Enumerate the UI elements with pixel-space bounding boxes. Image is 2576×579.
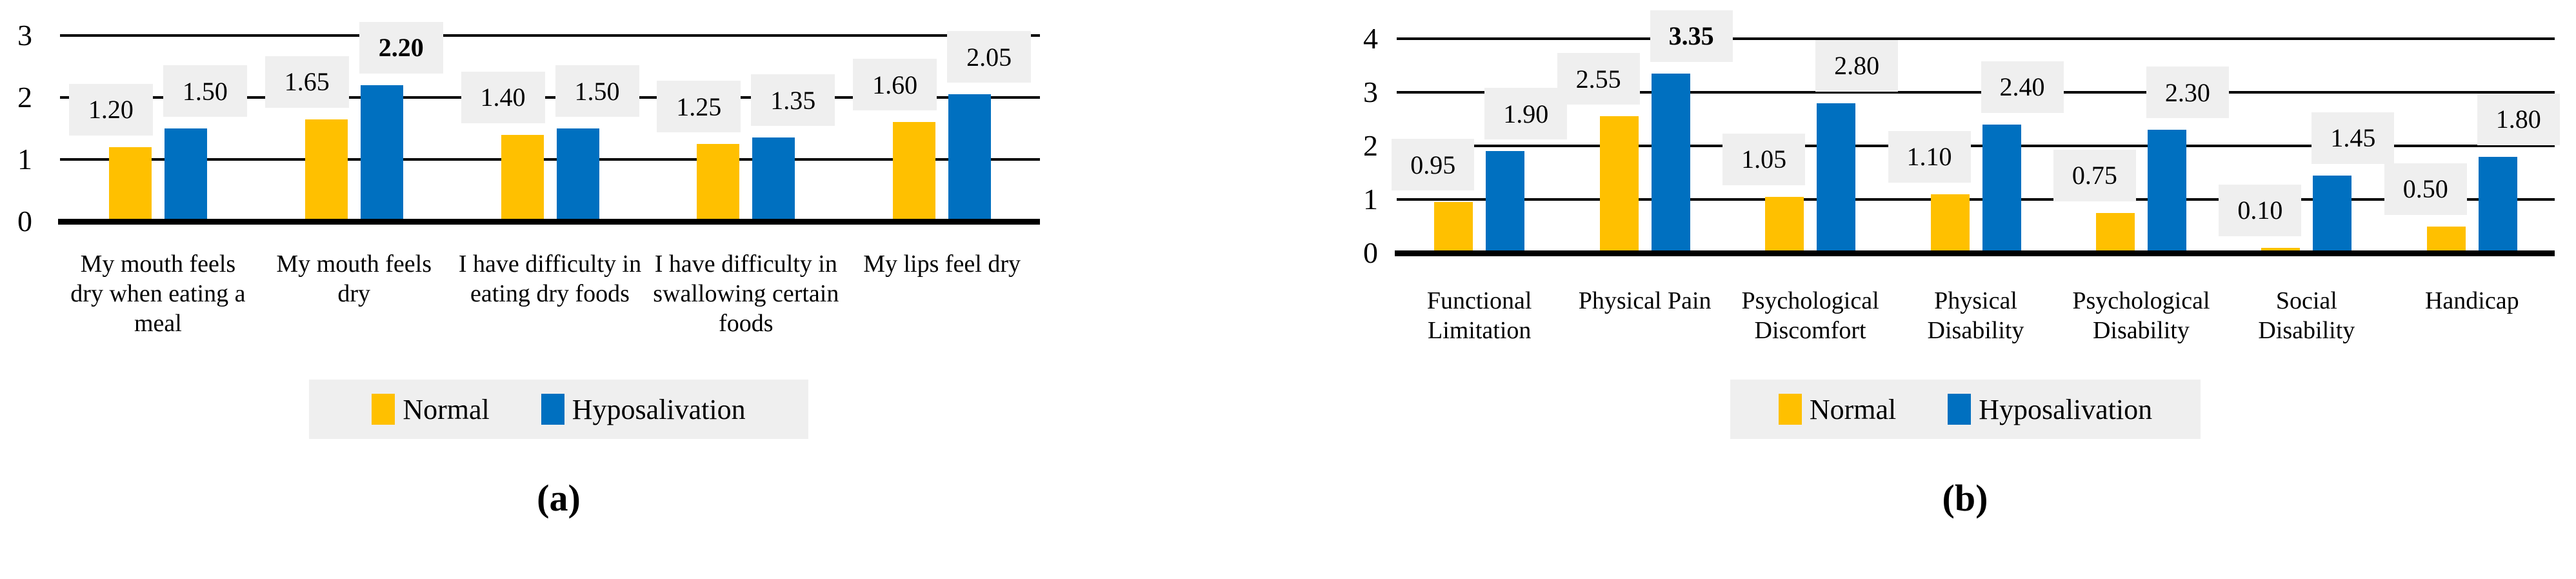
legend-label-hyposalivation: Hyposalivation bbox=[572, 393, 746, 425]
legend-item-hyposalivation: Hyposalivation bbox=[541, 393, 746, 426]
chart-panel-b-ohip-domains: 0 1 2 3 4 0.95 2.55 1.05 1.10 0.75 0.10 0.50 1.90 3.3… bbox=[1323, 0, 2576, 579]
x-category-label: Psychological Discomfort bbox=[1741, 287, 1879, 344]
bar-hyposalivation bbox=[1486, 151, 1525, 253]
y-tick-label: 2 bbox=[1363, 129, 1378, 162]
normal-series-swatch bbox=[372, 394, 395, 425]
gridline bbox=[60, 34, 1040, 37]
chart-a-caption: (a) bbox=[537, 477, 581, 519]
hyposalivation-series-swatch bbox=[541, 394, 564, 425]
x-category-label: Social Disability bbox=[2258, 287, 2355, 344]
bar-hyposalivation bbox=[1982, 124, 2021, 253]
bar-normal bbox=[305, 119, 348, 221]
value-label: 1.50 bbox=[163, 65, 247, 117]
chart-b-legend: Normal Hyposalivation bbox=[1730, 380, 2201, 439]
value-label: 1.20 bbox=[68, 83, 153, 136]
legend-item-normal: Normal bbox=[372, 393, 490, 426]
bar-normal bbox=[1599, 116, 1639, 253]
gridline bbox=[1397, 145, 2555, 147]
x-category-label: Physical Disability bbox=[1927, 287, 2024, 344]
y-tick-label: 3 bbox=[1363, 76, 1378, 108]
bar-normal bbox=[501, 134, 544, 221]
x-category-label: Psychological Disability bbox=[2072, 287, 2210, 344]
chart-a-plot-area: 0 1 2 3 1.20 1.65 1.40 1.25 1.60 1.50 2.20 1.50 1.35… bbox=[0, 0, 1097, 579]
y-tick-label: 4 bbox=[1363, 22, 1378, 55]
y-tick-label: 2 bbox=[17, 81, 32, 114]
x-category-label: Functional Limitation bbox=[1426, 287, 1532, 344]
bar-hyposalivation bbox=[1651, 73, 1690, 253]
value-label: 1.90 bbox=[1484, 88, 1568, 140]
value-label: 2.20 bbox=[359, 21, 443, 74]
value-label: 1.80 bbox=[2477, 93, 2560, 145]
x-axis-line bbox=[58, 219, 1040, 225]
value-label: 3.35 bbox=[1650, 10, 1733, 62]
chart-panel-a-xerostomia-items: 0 1 2 3 1.20 1.65 1.40 1.25 1.60 1.50 2.20 1.50 1.35… bbox=[0, 0, 1097, 579]
value-label: 0.75 bbox=[2053, 149, 2136, 201]
bar-normal bbox=[697, 144, 740, 221]
bar-normal bbox=[2261, 247, 2301, 253]
gridline bbox=[60, 96, 1040, 99]
x-category-label: My lips feel dry bbox=[863, 250, 1021, 278]
bar-normal bbox=[2095, 212, 2135, 253]
value-label: 1.65 bbox=[265, 56, 349, 108]
bar-hyposalivation bbox=[948, 94, 992, 221]
y-tick-label: 0 bbox=[17, 205, 32, 238]
value-label: 1.45 bbox=[2311, 112, 2395, 164]
legend-item-normal: Normal bbox=[1778, 393, 1897, 426]
value-label: 1.50 bbox=[555, 65, 639, 117]
bar-normal bbox=[1765, 196, 1804, 253]
value-label: 2.55 bbox=[1557, 53, 1640, 105]
y-tick-label: 0 bbox=[1363, 236, 1378, 269]
bar-hyposalivation bbox=[2147, 130, 2186, 253]
x-category-label: I have difficulty in swallowing certain … bbox=[653, 250, 839, 337]
value-label: 2.40 bbox=[1981, 61, 2064, 113]
normal-series-swatch bbox=[1778, 394, 1802, 425]
x-category-label: Physical Pain bbox=[1578, 287, 1712, 314]
bar-normal bbox=[2426, 226, 2466, 253]
chart-b-caption: (b) bbox=[1942, 477, 1988, 519]
bar-normal bbox=[1434, 202, 1473, 253]
y-tick-label: 3 bbox=[17, 19, 32, 52]
value-label: 2.05 bbox=[947, 31, 1032, 83]
hyposalivation-series-swatch bbox=[1948, 394, 1972, 425]
bar-hyposalivation bbox=[752, 137, 795, 221]
value-label: 0.95 bbox=[1392, 139, 1475, 191]
chart-b-plot-area: 0 1 2 3 4 0.95 2.55 1.05 1.10 0.75 0.10 0.50 1.90 3.3… bbox=[1323, 0, 2576, 579]
bar-normal bbox=[1930, 194, 1970, 253]
value-label: 1.25 bbox=[657, 81, 741, 132]
value-label: 1.10 bbox=[1888, 130, 1971, 183]
value-label: 0.10 bbox=[2219, 184, 2302, 236]
value-label: 2.80 bbox=[1815, 39, 1899, 92]
bar-hyposalivation bbox=[360, 85, 403, 221]
bar-hyposalivation bbox=[2313, 175, 2352, 253]
x-category-label: I have difficulty in eating dry foods bbox=[458, 250, 642, 307]
gridline bbox=[60, 158, 1040, 161]
legend-label-hyposalivation: Hyposalivation bbox=[1979, 393, 2153, 425]
value-label: 1.05 bbox=[1722, 133, 1806, 185]
x-category-label: My mouth feels dry when eating a meal bbox=[70, 250, 246, 337]
bar-normal bbox=[108, 147, 152, 221]
value-label: 2.30 bbox=[2146, 66, 2229, 119]
value-label: 1.60 bbox=[853, 59, 937, 111]
y-tick-label: 1 bbox=[1363, 183, 1378, 216]
bar-hyposalivation bbox=[1817, 103, 1856, 253]
value-label: 1.35 bbox=[751, 74, 835, 127]
value-label: 1.40 bbox=[461, 71, 545, 123]
gridline bbox=[1397, 37, 2555, 40]
chart-a-legend: Normal Hyposalivation bbox=[309, 380, 808, 439]
x-category-label: My mouth feels dry bbox=[276, 250, 432, 307]
y-tick-label: 1 bbox=[17, 143, 32, 176]
gridline bbox=[1397, 91, 2555, 94]
x-axis-line bbox=[1395, 250, 2555, 256]
legend-item-hyposalivation: Hyposalivation bbox=[1948, 393, 2152, 426]
bar-hyposalivation bbox=[2478, 156, 2517, 253]
bar-normal bbox=[893, 122, 936, 221]
legend-label-normal: Normal bbox=[403, 393, 490, 425]
bar-hyposalivation bbox=[164, 128, 207, 221]
bar-hyposalivation bbox=[556, 128, 599, 221]
gridline bbox=[1397, 198, 2555, 201]
value-label: 0.50 bbox=[2384, 163, 2467, 215]
x-category-label: Handicap bbox=[2424, 287, 2519, 314]
legend-label-normal: Normal bbox=[1809, 393, 1897, 425]
